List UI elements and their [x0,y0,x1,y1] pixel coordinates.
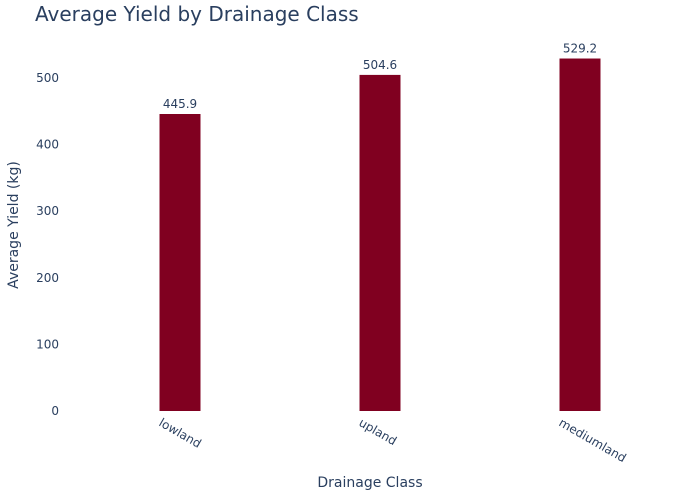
x-axis-title: Drainage Class [317,475,422,491]
bar-value-label: 504.6 [363,58,397,72]
bar-upland [359,74,401,411]
bar-mediumland [559,58,601,412]
y-tick-label: 0 [51,404,59,418]
bar-value-label: 445.9 [163,97,197,111]
bar-lowland [159,114,201,411]
y-tick-label: 100 [36,337,59,351]
bar-value-labels: 445.9 504.6 529.2 [163,42,597,111]
bars [159,58,601,412]
bar-value-label: 529.2 [563,42,597,56]
x-tick-label: upland [357,415,400,448]
y-tick-label: 400 [36,138,59,152]
y-tick-label: 300 [36,204,59,218]
y-tick-label: 200 [36,271,59,285]
chart-title: Average Yield by Drainage Class [35,2,359,26]
x-tick-label: mediumland [557,415,629,465]
x-axis: lowland upland mediumland [157,415,629,465]
x-tick-label: lowland [157,415,204,450]
y-axis: 0 100 200 300 400 500 [36,71,59,418]
y-tick-label: 500 [36,71,59,85]
y-axis-title: Average Yield (kg) [6,161,22,289]
